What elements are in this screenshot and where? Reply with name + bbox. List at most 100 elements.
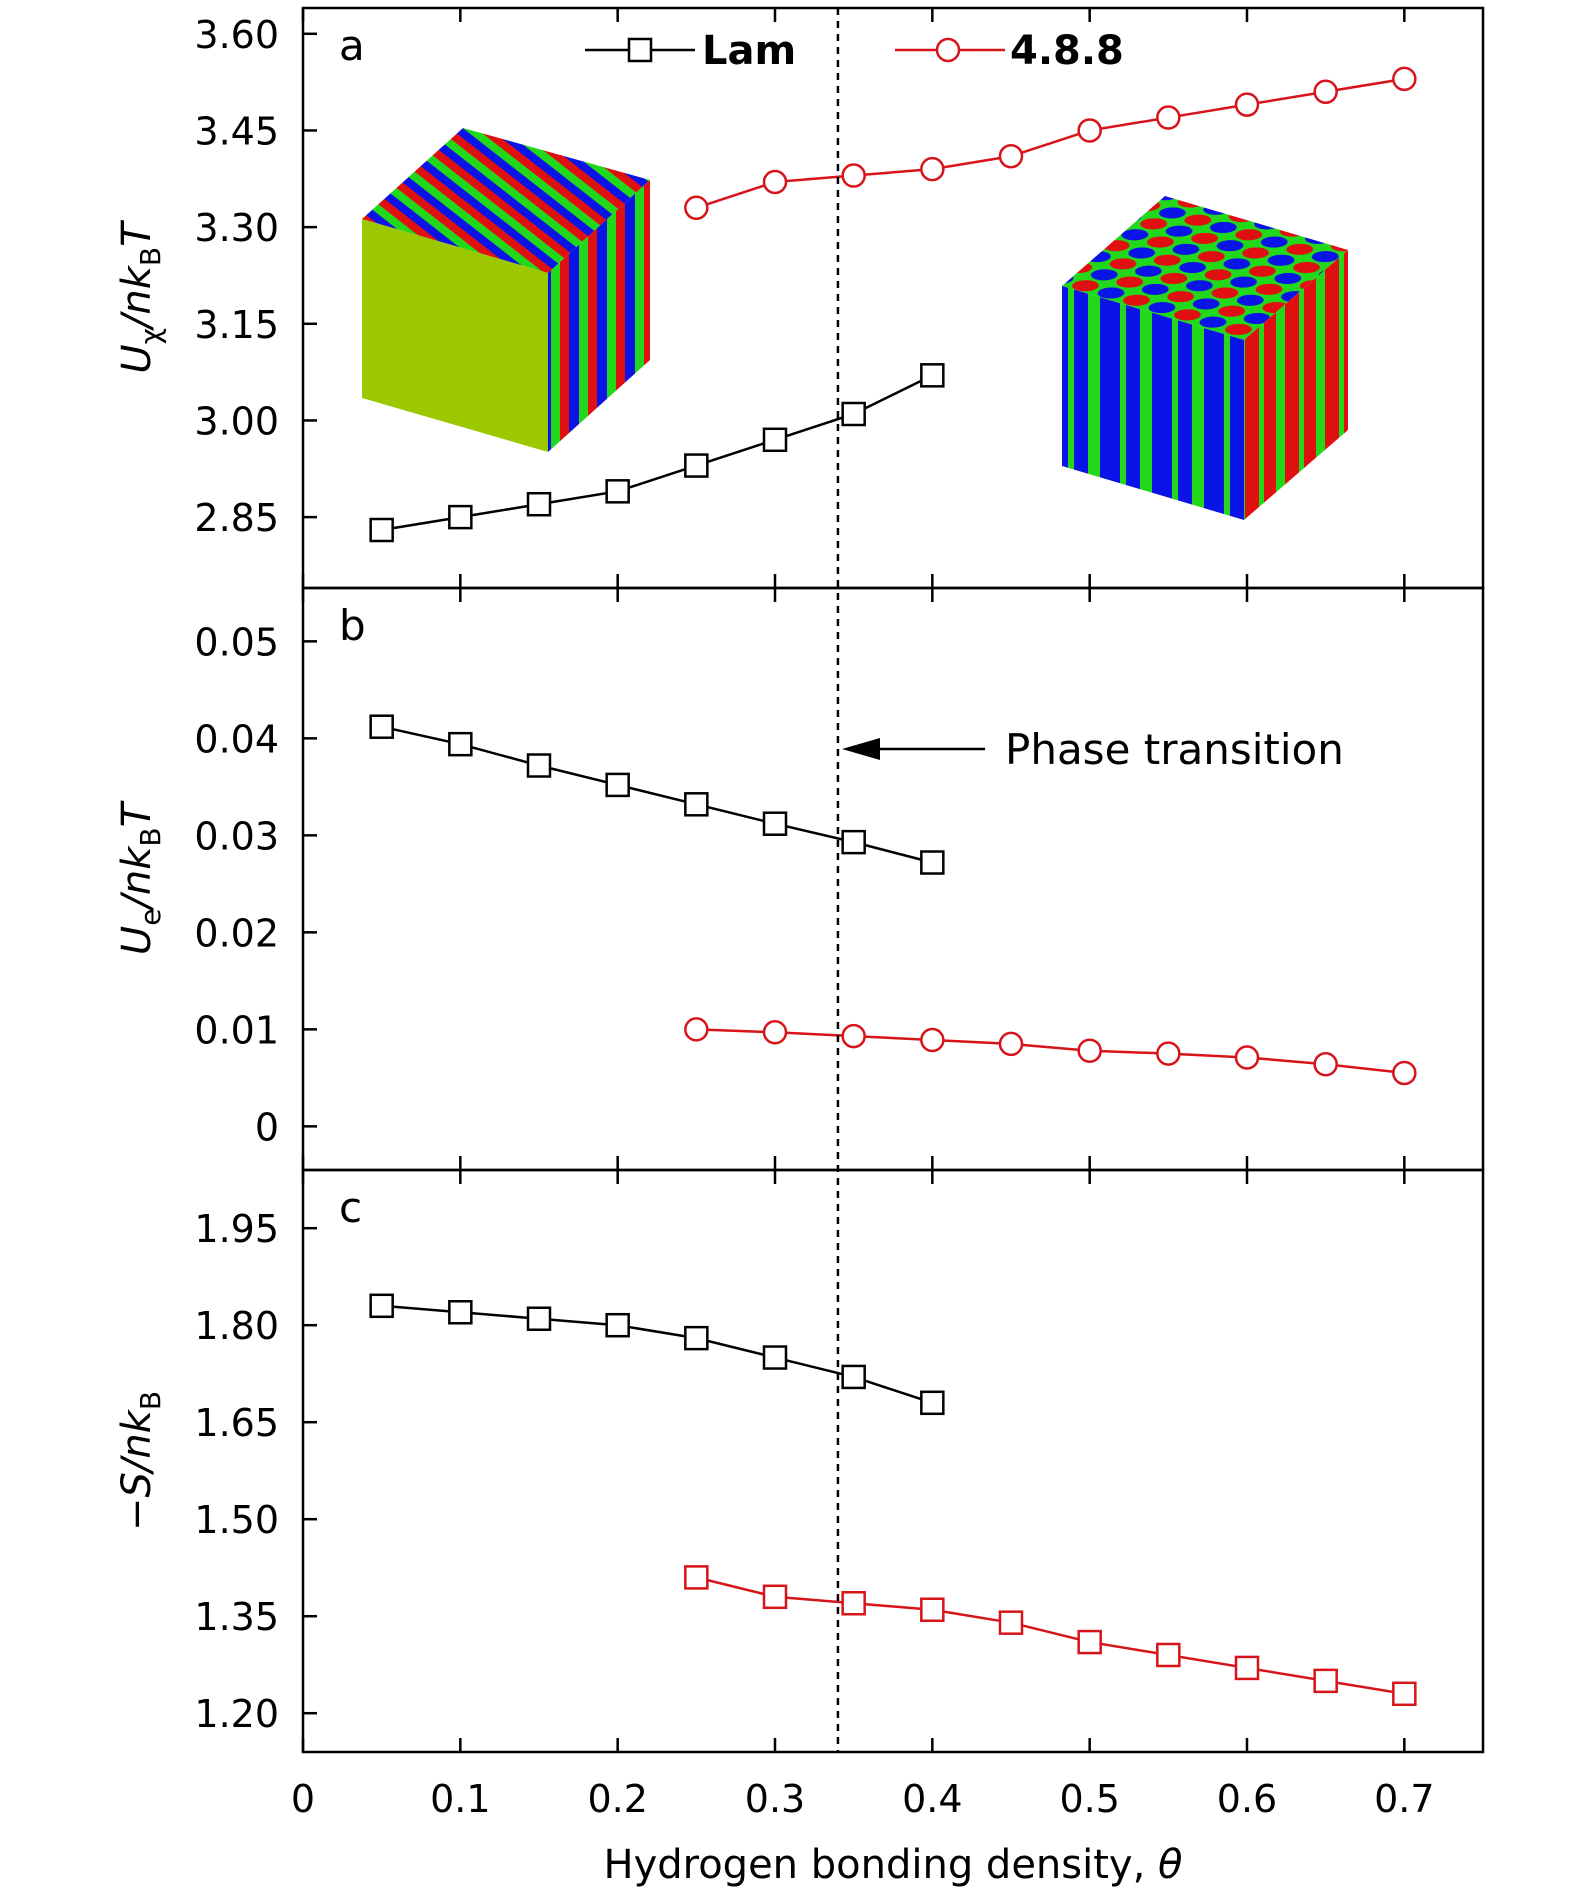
data-point [841, 1364, 866, 1390]
x-tick-label: 0 [291, 1777, 315, 1821]
y-tick-label: 2.85 [194, 496, 279, 540]
x-tick-label: 0.4 [902, 1777, 962, 1821]
panel-frame [301, 1168, 1485, 1754]
data-point [448, 504, 473, 530]
panel-letter: c [339, 1183, 362, 1232]
data-point [1313, 1052, 1338, 1077]
data-point [920, 1597, 945, 1622]
data-point [1392, 1060, 1417, 1086]
data-point [684, 195, 709, 221]
data-point [1234, 92, 1260, 117]
phase-transition-annotation: Phase transition [842, 725, 1344, 774]
data-point [1077, 1038, 1102, 1063]
y-tick-label: 0.03 [194, 814, 279, 858]
data-point [369, 714, 394, 739]
data-point [920, 850, 945, 875]
data-point [684, 1017, 709, 1042]
x-tick-label: 0.5 [1059, 1777, 1119, 1821]
series-line [381, 374, 933, 532]
panel-c: 1.20 1.35 1.50 1.65 1.80 1.95 c −S/nkB [114, 1168, 1485, 1754]
series-line [695, 77, 1405, 209]
series-Lam [369, 1293, 945, 1416]
data-point [1234, 1045, 1260, 1070]
series-line [381, 1304, 933, 1404]
legend-label-488: 4.8.8 [1010, 28, 1124, 74]
series-488 [684, 66, 1417, 221]
data-point [605, 772, 630, 798]
y-tick-label: 1.35 [194, 1595, 279, 1639]
data-point [1313, 1668, 1338, 1694]
panel-letter: a [339, 21, 365, 70]
data-point [841, 1591, 866, 1616]
data-point [841, 1023, 866, 1049]
data-point [448, 731, 473, 757]
data-point [762, 1584, 788, 1610]
data-point [1392, 1681, 1417, 1707]
data-point [1156, 1041, 1181, 1066]
data-point [1077, 1629, 1102, 1655]
data-point [841, 401, 866, 427]
data-point [920, 156, 945, 182]
series-line [696, 1028, 1405, 1075]
series-Lam [369, 714, 945, 875]
data-point [762, 427, 788, 453]
y-tick-label: 1.20 [194, 1692, 279, 1736]
panel-a: 2.85 3.00 3.15 3.30 3.45 3.60 a Uχ/nkBT [114, 6, 1485, 590]
series-488 [684, 1565, 1417, 1707]
y-tick-label: 1.50 [194, 1498, 279, 1542]
x-tick-label: 0.2 [587, 1777, 647, 1821]
y-tick-label: 0.05 [194, 620, 279, 664]
y-axis-label: Uχ/nkBT [114, 219, 167, 374]
data-point [605, 1312, 630, 1338]
data-point [1392, 66, 1417, 92]
panel-frame [301, 586, 1485, 1172]
legend-circle-marker [935, 37, 961, 63]
data-point [998, 143, 1024, 169]
tetragonal-488-structure-inset [1062, 196, 1348, 520]
data-point [526, 491, 552, 517]
y-tick-label: 3.45 [194, 109, 279, 153]
panel-b: 0 0.01 0.02 0.03 0.04 0.05 b Ue/nkBT [114, 586, 1485, 1172]
y-tick-label: 0 [255, 1105, 279, 1149]
panel-letter: b [339, 601, 366, 650]
data-point [762, 169, 788, 195]
data-point [684, 1565, 709, 1590]
data-point [920, 363, 945, 388]
y-tick-label: 1.95 [194, 1207, 279, 1251]
series-488 [684, 1017, 1417, 1086]
data-point [762, 811, 788, 836]
y-axis-label: −S/nkB [114, 1391, 167, 1531]
data-point [920, 1390, 945, 1416]
data-point [526, 753, 552, 778]
x-tick-label: 0.3 [745, 1777, 805, 1821]
data-point [1077, 118, 1102, 143]
data-point [841, 829, 866, 855]
data-point [1313, 79, 1338, 105]
x-tick-label: 0.1 [430, 1777, 490, 1821]
data-point [762, 1020, 788, 1045]
y-tick-label: 0.04 [194, 717, 279, 761]
data-point [369, 1293, 394, 1319]
y-tick-label: 0.01 [194, 1008, 279, 1052]
data-point [998, 1610, 1024, 1635]
data-point [841, 163, 866, 188]
data-point [684, 453, 709, 478]
data-point [920, 1027, 945, 1053]
lamellar-structure-inset [362, 128, 650, 452]
series-line [696, 1576, 1405, 1696]
series-line [381, 725, 933, 864]
data-point [605, 479, 630, 504]
data-point [1156, 1642, 1181, 1668]
x-tick-label: 0.7 [1374, 1777, 1434, 1821]
legend-square-marker [627, 37, 653, 63]
data-point [369, 517, 394, 543]
legend-label-lam: Lam [702, 28, 796, 74]
y-tick-label: 3.00 [194, 399, 279, 443]
data-point [762, 1345, 788, 1370]
legend: Lam 4.8.8 [585, 28, 1124, 74]
y-axis-label: Ue/nkBT [114, 799, 167, 955]
y-tick-label: 0.02 [194, 911, 279, 955]
data-point [526, 1306, 552, 1331]
x-tick-label: 0.6 [1217, 1777, 1277, 1821]
y-tick-label: 3.30 [194, 206, 279, 250]
